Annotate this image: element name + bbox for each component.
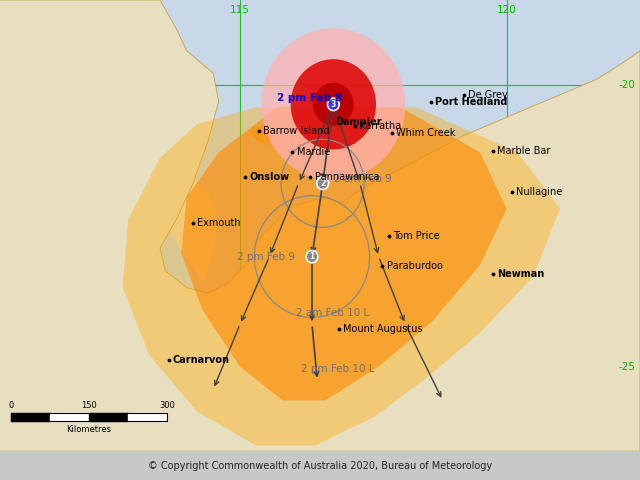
Text: -25: -25 bbox=[619, 361, 636, 372]
Text: 2: 2 bbox=[320, 179, 325, 188]
Text: Mardie: Mardie bbox=[296, 147, 330, 157]
Text: 2 am Feb 9: 2 am Feb 9 bbox=[335, 174, 392, 184]
Text: Onslow: Onslow bbox=[250, 171, 290, 181]
Text: 150: 150 bbox=[81, 401, 97, 410]
Text: Carnarvon: Carnarvon bbox=[173, 355, 230, 365]
Polygon shape bbox=[123, 107, 560, 445]
Text: Barrow Island: Barrow Island bbox=[263, 126, 330, 136]
Text: Marble Bar: Marble Bar bbox=[497, 146, 550, 156]
Text: 2 pm Feb 8: 2 pm Feb 8 bbox=[277, 93, 342, 103]
Text: Dampier: Dampier bbox=[335, 117, 382, 127]
Text: Nullagine: Nullagine bbox=[516, 187, 563, 197]
Text: Mount Augustus: Mount Augustus bbox=[343, 324, 422, 334]
Text: Paraburdoo: Paraburdoo bbox=[387, 261, 442, 271]
Text: Whim Creek: Whim Creek bbox=[396, 128, 456, 138]
Text: 0: 0 bbox=[8, 401, 13, 410]
Text: 300: 300 bbox=[159, 401, 175, 410]
Text: Pannawonica: Pannawonica bbox=[315, 172, 379, 182]
Polygon shape bbox=[165, 180, 219, 282]
Circle shape bbox=[328, 98, 339, 110]
Circle shape bbox=[313, 83, 354, 126]
Text: Exmouth: Exmouth bbox=[197, 218, 241, 228]
Text: © Copyright Commonwealth of Australia 2020, Bureau of Meteorology: © Copyright Commonwealth of Australia 20… bbox=[148, 461, 492, 470]
Text: Kilometres: Kilometres bbox=[67, 425, 111, 434]
Circle shape bbox=[261, 28, 405, 180]
Text: Port Hedland: Port Hedland bbox=[435, 97, 508, 107]
Text: De Grey: De Grey bbox=[468, 90, 508, 100]
Polygon shape bbox=[181, 107, 507, 400]
Text: Karratha: Karratha bbox=[359, 121, 401, 131]
Circle shape bbox=[317, 177, 328, 190]
Text: 120: 120 bbox=[497, 4, 516, 14]
Text: 2 pm Feb 10 L: 2 pm Feb 10 L bbox=[301, 364, 375, 374]
Circle shape bbox=[306, 251, 318, 263]
Text: 3: 3 bbox=[331, 100, 336, 109]
Text: -20: -20 bbox=[619, 80, 636, 90]
Text: Newman: Newman bbox=[497, 269, 544, 279]
Circle shape bbox=[291, 59, 376, 149]
Polygon shape bbox=[0, 0, 640, 451]
Polygon shape bbox=[250, 125, 273, 145]
Text: 2 am Feb 10 L: 2 am Feb 10 L bbox=[296, 308, 369, 318]
Text: Tom Price: Tom Price bbox=[393, 231, 440, 241]
Text: 115: 115 bbox=[230, 4, 250, 14]
Text: 2 pm Feb 9: 2 pm Feb 9 bbox=[237, 252, 295, 262]
Text: 1: 1 bbox=[309, 252, 315, 261]
